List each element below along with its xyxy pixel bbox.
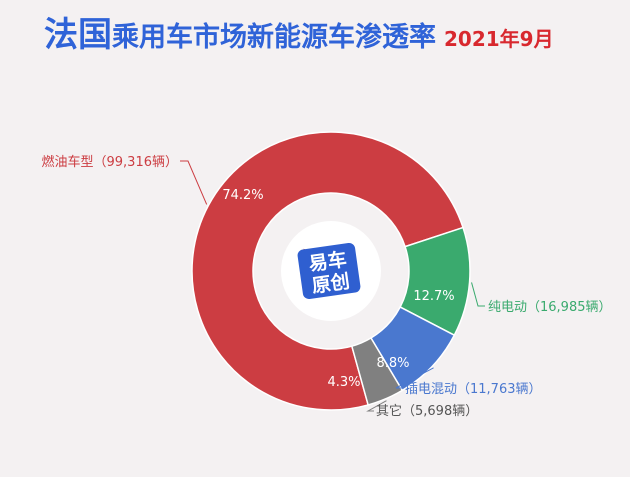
chart-title: 法国乘用车市场新能源车渗透率 2021年9月 bbox=[44, 18, 554, 52]
slice-3 bbox=[350, 336, 404, 406]
slice-label-0: 燃油车型（99,316辆） bbox=[42, 154, 179, 170]
logo-box bbox=[297, 242, 361, 300]
slice-label-3: 其它（5,698辆） bbox=[376, 403, 478, 419]
leader-line-1 bbox=[471, 282, 485, 307]
logo-text-line2: 原创 bbox=[310, 269, 351, 297]
slice-0 bbox=[191, 131, 464, 411]
donut-slices bbox=[191, 131, 471, 411]
logo-text-line1: 易车 bbox=[307, 248, 348, 276]
yiche-logo: 易车 原创 bbox=[281, 221, 381, 321]
leader-line-0 bbox=[180, 160, 208, 205]
title-main: 乘用车市场新能源车渗透率 bbox=[112, 22, 436, 53]
percent-label-2: 8.8% bbox=[376, 356, 409, 371]
percent-labels: 74.2% 12.7% 8.8% 4.3% bbox=[222, 188, 454, 390]
leader-lines bbox=[180, 160, 485, 412]
title-country: 法国 bbox=[44, 15, 112, 55]
percent-label-0: 74.2% bbox=[222, 188, 263, 203]
title-date: 2021年9月 bbox=[444, 27, 554, 51]
slice-label-1: 纯电动（16,985辆） bbox=[488, 300, 612, 315]
leader-line-3 bbox=[366, 400, 387, 412]
slice-labels: 燃油车型（99,316辆） 纯电动（16,985辆） 插电混动（11,763辆） 其它… bbox=[42, 154, 612, 419]
percent-label-1: 12.7% bbox=[413, 289, 454, 304]
percent-label-3: 4.3% bbox=[327, 375, 360, 390]
slice-label-2: 插电混动（11,763辆） bbox=[405, 382, 542, 397]
leader-line-2 bbox=[395, 367, 434, 389]
